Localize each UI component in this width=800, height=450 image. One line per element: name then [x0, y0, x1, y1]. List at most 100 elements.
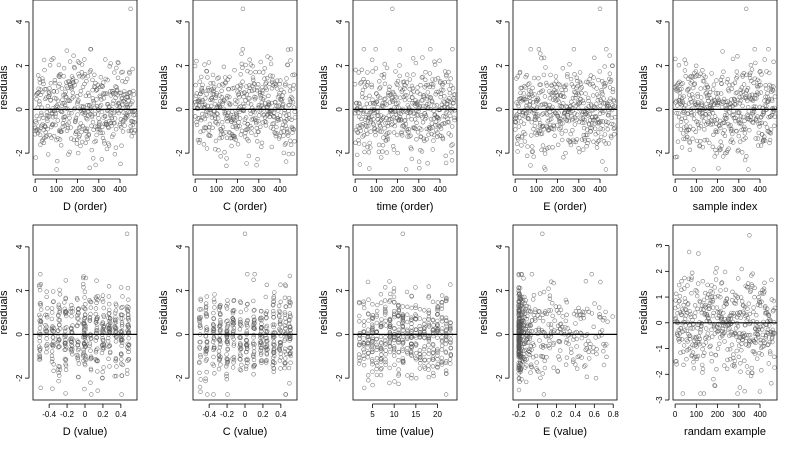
data-point — [413, 285, 418, 290]
y-tick-label: 4 — [15, 19, 24, 24]
y-tick-label: 4 — [175, 244, 184, 249]
data-point — [592, 55, 597, 60]
data-point — [119, 102, 125, 108]
data-point — [219, 94, 225, 100]
data-point — [734, 129, 739, 134]
data-point — [377, 86, 382, 91]
data-point — [443, 160, 449, 166]
data-point — [757, 124, 762, 129]
data-point — [414, 137, 419, 142]
data-point — [249, 130, 254, 135]
data-point — [690, 136, 695, 141]
data-point — [110, 91, 116, 96]
data-point — [275, 78, 280, 83]
data-point — [685, 283, 690, 288]
data-point — [204, 92, 209, 97]
data-point — [767, 130, 773, 135]
data-point — [220, 81, 225, 87]
data-point — [356, 141, 362, 146]
data-point — [98, 84, 103, 90]
data-point — [446, 79, 451, 85]
data-point — [564, 300, 569, 305]
data-point — [594, 347, 599, 352]
data-point — [226, 110, 231, 115]
data-point — [689, 270, 695, 275]
x-tick-label: -0.4 — [202, 410, 216, 419]
data-point — [590, 93, 596, 98]
data-point — [75, 374, 81, 380]
data-point — [771, 84, 776, 89]
data-point — [702, 138, 707, 143]
data-point — [392, 353, 397, 358]
data-point — [692, 82, 697, 87]
data-point — [713, 277, 719, 282]
data-point — [45, 118, 50, 124]
data-point — [242, 134, 248, 139]
x-tick-label: 0.4 — [275, 410, 287, 419]
data-point — [763, 94, 768, 100]
data-point — [743, 135, 748, 141]
data-point — [611, 126, 616, 132]
data-point — [35, 73, 41, 78]
data-point — [101, 96, 107, 101]
data-point — [740, 103, 745, 109]
data-point — [567, 62, 572, 67]
data-point — [690, 106, 695, 111]
data-point — [381, 104, 386, 109]
data-point — [110, 90, 116, 96]
data-point — [754, 96, 759, 101]
data-point — [750, 98, 756, 103]
data-point — [132, 112, 138, 118]
data-point — [406, 114, 411, 119]
data-point — [102, 114, 108, 119]
data-point — [414, 376, 419, 381]
data-point — [715, 346, 721, 351]
data-point — [601, 349, 606, 354]
data-point — [124, 76, 130, 82]
data-point — [402, 86, 407, 91]
data-point — [755, 143, 761, 148]
data-point — [126, 128, 132, 134]
data-point — [528, 89, 534, 94]
data-point — [278, 282, 283, 287]
data-point — [62, 334, 67, 340]
data-point — [71, 53, 76, 58]
data-point — [62, 102, 68, 108]
data-point — [281, 129, 286, 134]
data-point — [287, 84, 292, 89]
data-point — [48, 80, 54, 86]
data-point — [562, 94, 567, 100]
data-point — [438, 126, 444, 131]
data-point — [403, 167, 409, 172]
data-point — [680, 131, 686, 136]
data-point — [271, 324, 276, 330]
data-point — [385, 130, 390, 136]
data-point — [57, 287, 62, 293]
data-point — [719, 81, 724, 87]
data-point — [691, 116, 697, 122]
data-point — [258, 107, 264, 113]
data-points — [197, 231, 293, 397]
data-point — [86, 132, 92, 137]
data-point — [117, 104, 123, 109]
data-point — [373, 132, 378, 138]
data-point — [724, 106, 729, 111]
data-point — [770, 88, 776, 93]
data-point — [132, 108, 137, 113]
data-point — [365, 79, 370, 85]
data-point — [382, 97, 387, 102]
data-points — [672, 233, 778, 396]
data-point — [747, 128, 752, 133]
data-point — [379, 317, 384, 322]
data-point — [263, 123, 269, 128]
data-point — [381, 72, 387, 77]
data-point — [126, 336, 131, 341]
data-point — [405, 373, 410, 378]
data-point — [442, 80, 448, 85]
data-point — [69, 96, 75, 101]
data-point — [113, 358, 118, 364]
y-axis-title: residuals — [158, 290, 170, 335]
data-point — [362, 142, 367, 147]
data-point — [563, 82, 569, 88]
data-point — [429, 131, 434, 137]
